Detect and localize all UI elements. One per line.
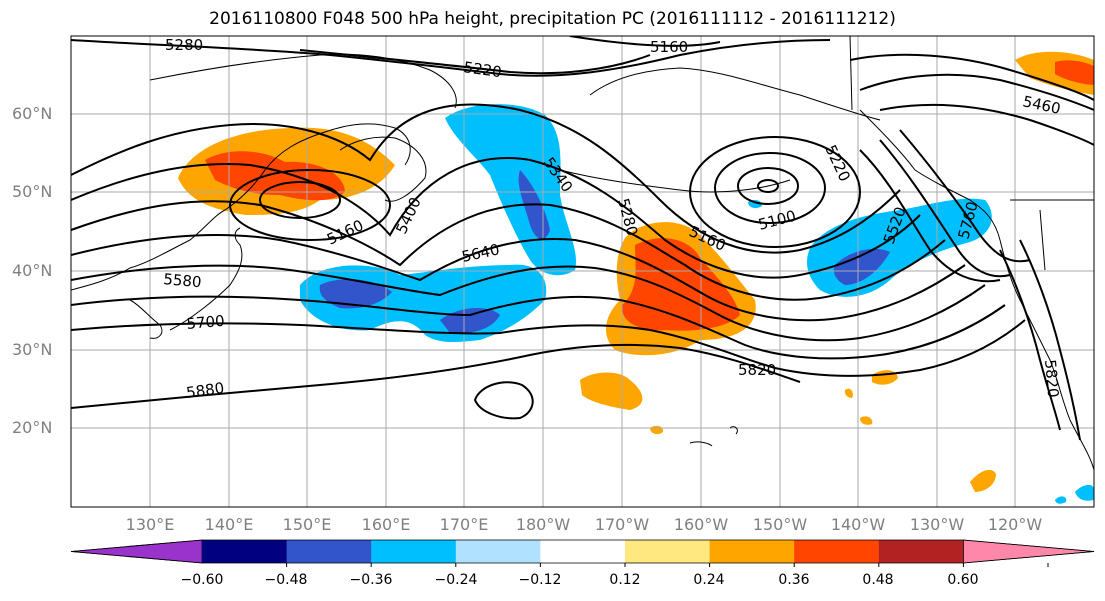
contour-5220-north	[299, 49, 651, 75]
contour-east-1	[859, 149, 1001, 283]
precip-se-blue2	[1055, 496, 1067, 504]
colorbar-segment	[286, 540, 372, 563]
lon-label-170e: 170°E	[439, 515, 489, 534]
contour-5160-north	[569, 36, 721, 47]
lon-label-130w: 130°W	[909, 515, 965, 534]
contour-label: 5820	[1041, 359, 1062, 399]
contour-5280-north	[71, 39, 831, 77]
colorbar	[70, 539, 1095, 567]
contour-label: 5700	[186, 312, 226, 333]
contour-subtropic-low	[473, 381, 534, 420]
height-contours	[71, 36, 1094, 441]
colorbar-segment	[540, 540, 626, 563]
contour-eastern-low-2	[737, 167, 799, 205]
precip-alaska-red	[1055, 60, 1094, 85]
lon-label-160w: 160°W	[673, 515, 729, 534]
colorbar-tick-label: −0.36	[349, 572, 393, 588]
colorbar-outline	[70, 539, 1095, 564]
lon-label-130e: 130°E	[125, 515, 175, 534]
colorbar-tick-label: −0.48	[264, 572, 308, 588]
precip-westpac-dark	[319, 279, 392, 309]
contour-east-2	[879, 139, 1011, 278]
contour-ne-2	[849, 53, 1094, 101]
colorbar-tick-label: 0.12	[609, 572, 641, 588]
map-frame	[70, 35, 1095, 508]
contour-5880	[71, 343, 801, 409]
lon-label-150w: 150°W	[752, 515, 808, 534]
lat-label-40n: 40°N	[12, 261, 53, 280]
contour-eastern-low-4	[689, 136, 861, 248]
colorbar-segment	[709, 540, 795, 563]
contour-wave-7	[71, 319, 1026, 377]
contour-wave-3	[71, 200, 946, 301]
colorbar-tick-label: −0.24	[434, 572, 478, 588]
contour-label: 5820	[738, 361, 776, 379]
coast-kamchatka	[339, 136, 427, 202]
colorbar-arrow-right	[963, 539, 1095, 564]
lat-label-30n: 30°N	[12, 340, 53, 359]
lat-label-20n: 20°N	[12, 418, 53, 437]
contour-5460-ne	[859, 73, 1094, 111]
lon-label-170w: 170°W	[594, 515, 650, 534]
coast-asia-east	[71, 123, 411, 291]
contour-wave-5	[71, 264, 986, 342]
colorbar-arrow-left	[70, 539, 203, 564]
colorbar-tick-label: 0.60	[947, 572, 979, 588]
precip-east-small	[970, 469, 996, 492]
contour-wave-2	[71, 157, 921, 279]
colorbar-segment	[455, 540, 541, 563]
lon-label-160e: 160°E	[361, 515, 411, 534]
colorbar-tick-label: −0.60	[180, 572, 224, 588]
lon-label-120w: 120°W	[987, 515, 1043, 534]
contour-wave-6	[71, 295, 1006, 360]
colorbar-tick-label: 0.36	[778, 572, 810, 588]
lon-label-180w: 180°W	[515, 515, 571, 534]
colorbar-segment	[878, 540, 964, 563]
contour-east-4	[999, 249, 1061, 431]
contour-ne-3	[879, 103, 1094, 146]
map-title: 2016110800 F048 500 hPa height, precipit…	[209, 9, 896, 29]
lon-label-150e: 150°E	[282, 515, 332, 534]
coast-hawaii	[689, 426, 738, 447]
contour-east-5	[1019, 239, 1081, 441]
contour-label: 5880	[185, 379, 225, 402]
precip-dot-3	[844, 388, 853, 398]
contour-labels: 5280 5160 5220 5460 5340 5280 5220 5400 …	[163, 36, 1063, 402]
gridlines	[71, 36, 1094, 507]
contour-label: 5280	[165, 36, 203, 54]
colorbar-segment	[794, 540, 880, 563]
colorbar-tick-label: 0.48	[862, 572, 894, 588]
contour-east-3	[899, 129, 1031, 263]
contour-eastern-low-1	[757, 179, 779, 193]
lon-label-140w: 140°W	[830, 515, 886, 534]
colorbar-segment	[371, 540, 457, 563]
lon-label-140e: 140°E	[204, 515, 254, 534]
colorbar-segment	[625, 540, 711, 563]
lat-label-50n: 50°N	[12, 182, 53, 201]
colorbar-tick-label: 0.24	[693, 572, 725, 588]
precip-se-blue	[1075, 484, 1094, 501]
precip-subtropic-orange	[580, 372, 643, 410]
contour-western-low-1	[259, 181, 341, 219]
border-canada	[849, 36, 1094, 271]
colorbar-tick-label: −0.12	[518, 572, 562, 588]
precip-gulf-dark	[833, 248, 890, 285]
contour-label: 5580	[163, 270, 203, 291]
coast-alaska-west	[589, 67, 881, 121]
contour-wave-1	[71, 103, 901, 254]
contour-western-low-2	[229, 169, 391, 241]
precip-dot-2	[860, 416, 873, 425]
coast-westcoast	[999, 239, 1094, 471]
contour-label: 5220	[462, 58, 502, 81]
contour-eastern-low-3	[714, 152, 826, 224]
contour-wave-4	[71, 234, 966, 322]
colorbar-segment	[202, 540, 288, 563]
contour-label: 5160	[650, 38, 688, 56]
lat-label-60n: 60°N	[12, 104, 53, 123]
map-plot-area: 5280 5160 5220 5460 5340 5280 5220 5400 …	[71, 36, 1094, 507]
coast-alaska-gulf	[859, 109, 1001, 241]
